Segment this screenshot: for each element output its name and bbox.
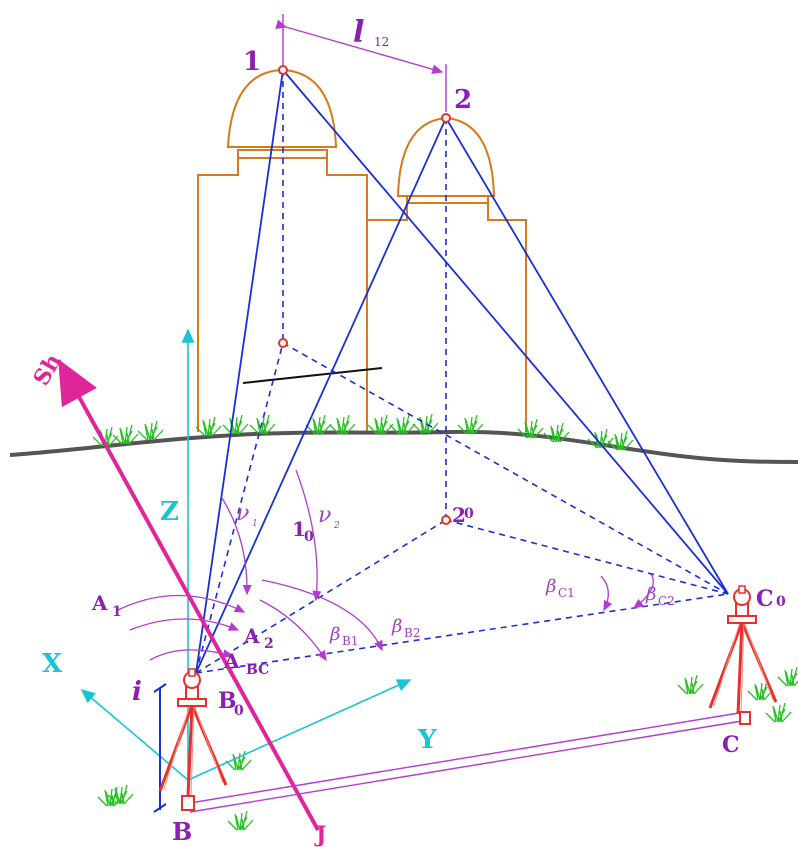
- label-axis-z: Z: [160, 497, 179, 527]
- label-a1: A: [91, 591, 108, 615]
- ruler-segment: [242, 367, 383, 384]
- label-axis-sh: Sh: [28, 350, 66, 391]
- label-l: l: [353, 15, 364, 50]
- baseline-bc: [189, 711, 749, 813]
- label-1-0-sub: 0: [304, 529, 314, 545]
- instrument-height: [153, 683, 167, 813]
- label-abc: A: [223, 649, 240, 673]
- label-point-2: 2: [454, 85, 472, 115]
- label-station-b: B: [172, 817, 192, 846]
- label-point-1: 1: [243, 47, 261, 77]
- label-beta-b1-sub: B1: [342, 634, 358, 648]
- label-a2: A: [243, 624, 260, 648]
- label-station-b0: B: [218, 688, 237, 714]
- sh-axis: [58, 358, 320, 831]
- label-l-sub: 12: [374, 35, 389, 49]
- label-beta-c2: β: [645, 584, 656, 605]
- label-station-c0: C: [756, 586, 774, 612]
- label-beta-b2: β: [391, 616, 402, 637]
- label-beta-b2-sub: B2: [404, 626, 420, 640]
- station-c-peg: [739, 711, 751, 725]
- label-abc-sub: BC: [246, 662, 269, 678]
- angle-arcs: [117, 469, 654, 662]
- label-nu1-sub: 1: [252, 519, 258, 529]
- label-beta-c2-sub: C2: [658, 594, 675, 608]
- label-nu2-sub: 2: [333, 521, 340, 531]
- label-1-0: 1: [292, 517, 306, 541]
- baseline-l12: [275, 14, 447, 112]
- vertical-projections: [282, 70, 447, 520]
- label-station-c0-sub: 0: [776, 594, 786, 610]
- station-b-peg: [181, 795, 195, 811]
- target-markers: [278, 65, 451, 525]
- label-a2-sub: 2: [264, 636, 274, 652]
- label-station-c: C: [722, 732, 740, 758]
- label-a1-sub: 1: [112, 604, 122, 620]
- coordinate-axes: [80, 328, 412, 781]
- label-beta-c1: β: [545, 576, 556, 597]
- label-beta-c1-sub: C1: [558, 586, 575, 600]
- label-axis-x: X: [42, 649, 63, 679]
- grass-tufts: [92, 413, 798, 831]
- label-height-i: i: [132, 677, 142, 707]
- label-nu2: ν: [318, 503, 331, 528]
- label-axis-y: Y: [417, 725, 437, 755]
- ground-line: [9, 429, 798, 464]
- label-2-0: 2: [452, 503, 466, 527]
- label-station-b0-sub: 0: [234, 703, 244, 719]
- label-axis-j: J: [314, 822, 326, 847]
- sight-lines: [195, 69, 729, 674]
- label-beta-b1: β: [329, 624, 340, 645]
- label-nu1: ν: [236, 501, 249, 526]
- label-2-0-sub: 0: [464, 506, 474, 522]
